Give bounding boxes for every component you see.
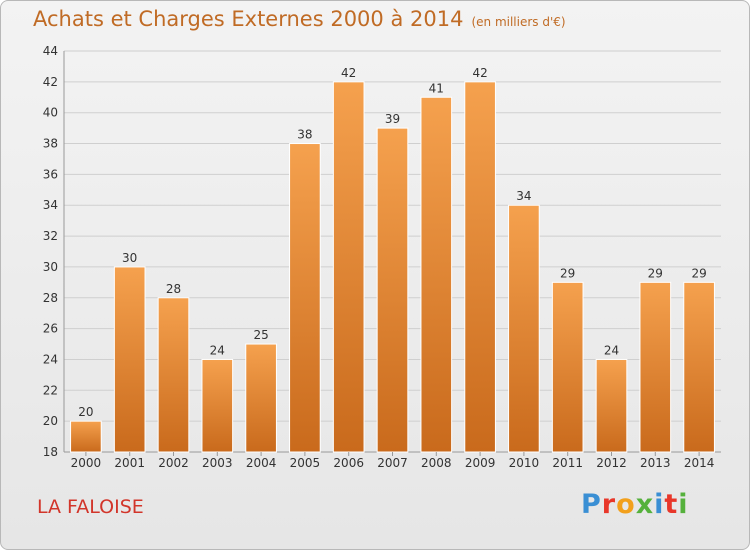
bar	[508, 204, 540, 453]
bar	[332, 81, 365, 453]
x-tick-label: 2003	[202, 456, 233, 470]
y-tick-label: 20	[43, 414, 58, 428]
title-text: Achats et Charges Externes 2000 à 2014	[33, 7, 464, 31]
y-tick-label: 34	[43, 198, 58, 212]
x-tick-label: 2007	[377, 456, 408, 470]
y-tick-label: 44	[43, 44, 58, 58]
y-tick-label: 18	[43, 445, 58, 459]
brand-letter: i	[678, 489, 689, 520]
brand-letter: x	[635, 489, 655, 520]
y-tick-label: 32	[43, 229, 58, 243]
data-label: 29	[648, 266, 663, 280]
bar	[289, 143, 321, 453]
x-tick-label: 2002	[158, 456, 189, 470]
brand-letter: t	[664, 489, 679, 520]
data-label: 42	[341, 66, 356, 80]
bar	[201, 358, 234, 453]
x-tick-label: 2010	[509, 456, 540, 470]
data-label: 20	[78, 405, 93, 419]
brand-letter: P	[581, 489, 602, 520]
x-tick-label: 2012	[596, 456, 627, 470]
chart-subtitle: (en milliers d'€)	[471, 15, 566, 29]
x-tick-label: 2000	[71, 456, 102, 470]
y-tick-label: 36	[43, 167, 58, 181]
brand-letter: i	[654, 489, 665, 520]
bar	[376, 127, 409, 453]
brand-logo: Proxiti	[581, 489, 689, 520]
data-label: 34	[516, 189, 531, 203]
data-label: 29	[691, 266, 706, 280]
data-label: 42	[472, 66, 487, 80]
data-label: 39	[385, 112, 400, 126]
bar	[70, 420, 102, 453]
x-tick-label: 2008	[421, 456, 452, 470]
bar	[113, 266, 146, 453]
data-label: 41	[429, 81, 444, 95]
data-label: 28	[166, 282, 181, 296]
y-tick-label: 40	[43, 106, 58, 120]
x-tick-label: 2004	[246, 456, 277, 470]
x-tick-label: 2014	[684, 456, 715, 470]
bar	[245, 343, 277, 453]
place-name: LA FALOISE	[37, 496, 144, 518]
chart-title: Achats et Charges Externes 2000 à 2014 (e…	[33, 7, 566, 31]
bar	[420, 96, 453, 453]
y-tick-label: 30	[43, 260, 58, 274]
bar	[595, 358, 628, 453]
bar	[639, 281, 672, 453]
data-label: 29	[560, 266, 575, 280]
data-label: 25	[253, 328, 268, 342]
data-label: 38	[297, 128, 312, 142]
x-tick-label: 2005	[290, 456, 321, 470]
bar	[683, 281, 715, 453]
bar	[464, 81, 496, 453]
x-tick-label: 2013	[640, 456, 671, 470]
bar	[551, 281, 584, 453]
y-tick-label: 38	[43, 137, 58, 151]
data-label: 24	[604, 343, 619, 357]
x-tick-label: 2009	[465, 456, 496, 470]
brand-letter: o	[616, 489, 636, 520]
data-label: 30	[122, 251, 137, 265]
brand-letter: r	[601, 489, 617, 520]
x-tick-label: 2011	[552, 456, 583, 470]
bar	[157, 297, 190, 453]
data-label: 24	[210, 343, 225, 357]
x-tick-label: 2006	[333, 456, 364, 470]
y-tick-label: 24	[43, 352, 58, 366]
x-tick-label: 2001	[114, 456, 145, 470]
y-tick-label: 28	[43, 291, 58, 305]
y-tick-label: 26	[43, 322, 58, 336]
y-tick-label: 42	[43, 75, 58, 89]
y-tick-label: 22	[43, 383, 58, 397]
